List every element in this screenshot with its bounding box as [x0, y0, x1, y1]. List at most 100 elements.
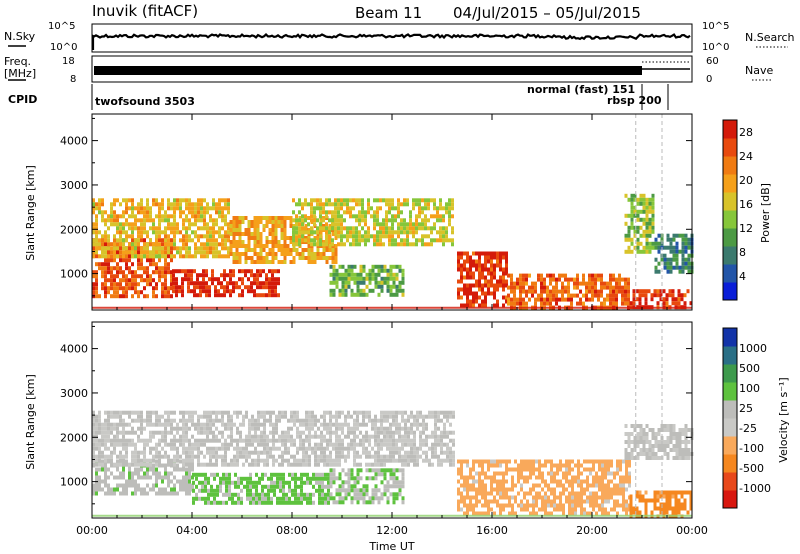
data-cell	[377, 488, 381, 493]
data-cell	[376, 214, 379, 219]
data-cell	[331, 218, 334, 223]
data-cell	[398, 268, 402, 273]
data-cell	[457, 507, 460, 512]
data-cell	[624, 285, 627, 290]
data-cell	[609, 285, 612, 290]
data-cell	[207, 476, 210, 481]
data-cell	[326, 410, 329, 415]
data-cell	[446, 430, 449, 435]
data-cell	[292, 218, 295, 223]
data-cell	[499, 259, 502, 264]
data-cell	[379, 226, 382, 231]
data-cell	[247, 232, 251, 236]
data-cell	[261, 492, 264, 497]
data-cell	[579, 281, 582, 286]
data-cell	[116, 438, 119, 443]
data-cell	[317, 418, 320, 423]
data-cell	[589, 503, 592, 508]
data-cell	[172, 285, 175, 290]
freq-label: Freq.	[4, 55, 31, 68]
data-cell	[422, 430, 425, 435]
data-cell	[422, 438, 425, 443]
data-cell	[206, 426, 209, 431]
data-cell	[200, 226, 203, 231]
data-cell	[392, 484, 396, 489]
data-cell	[101, 438, 104, 443]
data-cell	[561, 293, 564, 298]
data-cell	[146, 471, 149, 476]
data-cell	[298, 218, 301, 223]
data-cell	[273, 484, 276, 489]
data-cell	[212, 450, 215, 455]
data-cell	[359, 462, 362, 467]
data-cell	[227, 206, 230, 211]
data-cell	[439, 238, 442, 243]
data-cell	[365, 422, 368, 427]
data-cell	[110, 438, 113, 443]
data-cell	[143, 214, 146, 219]
data-cell	[434, 434, 437, 439]
data-cell	[555, 293, 558, 298]
data-cell	[262, 224, 266, 228]
data-cell	[610, 491, 613, 496]
data-cell	[452, 430, 455, 435]
data-region	[457, 459, 631, 516]
data-cell	[172, 277, 175, 282]
data-cell	[104, 270, 107, 275]
data-cell	[541, 463, 544, 468]
data-cell	[391, 198, 394, 203]
data-cell	[490, 271, 493, 276]
data-cell	[185, 483, 188, 488]
data-cell	[212, 218, 215, 223]
data-cell	[481, 271, 484, 276]
data-cell	[642, 249, 646, 254]
data-cell	[612, 293, 615, 298]
data-cell	[365, 272, 369, 277]
data-cell	[331, 252, 335, 256]
data-cell	[247, 244, 251, 248]
data-cell	[684, 265, 688, 270]
data-cell	[365, 410, 368, 415]
data-cell	[338, 434, 341, 439]
data-cell	[158, 242, 161, 247]
data-cell	[553, 507, 556, 512]
data-cell	[331, 238, 334, 243]
data-cell	[460, 467, 463, 472]
data-cell	[266, 434, 269, 439]
data-cell	[140, 414, 143, 419]
data-region	[92, 410, 455, 467]
data-cell	[490, 267, 493, 272]
data-cell	[499, 263, 502, 268]
data-cell	[215, 410, 218, 415]
data-cell	[92, 246, 95, 251]
data-cell	[155, 422, 158, 427]
data-cell	[385, 218, 388, 223]
data-cell	[669, 261, 673, 266]
data-cell	[227, 434, 230, 439]
data-cell	[401, 468, 405, 473]
data-cell	[580, 511, 583, 516]
data-cell	[125, 258, 128, 263]
data-cell	[370, 214, 373, 219]
data-cell	[314, 446, 317, 451]
data-cell	[325, 198, 328, 203]
data-cell	[582, 273, 585, 278]
data-cell	[592, 507, 595, 512]
data-cell	[116, 242, 119, 247]
data-cell	[329, 450, 332, 455]
data-cell	[146, 258, 149, 263]
data-cell	[192, 496, 195, 501]
data-cell	[460, 263, 463, 268]
data-cell	[427, 218, 430, 223]
nsky-trace	[91, 33, 691, 50]
data-cell	[271, 293, 274, 298]
data-cell	[684, 257, 688, 262]
data-cell	[308, 410, 311, 415]
data-cell	[331, 226, 334, 231]
data-cell	[374, 272, 378, 277]
data-cell	[164, 282, 167, 287]
data-cell	[125, 234, 128, 239]
data-cell	[265, 256, 269, 260]
data-cell	[107, 278, 110, 283]
data-cell	[224, 450, 227, 455]
